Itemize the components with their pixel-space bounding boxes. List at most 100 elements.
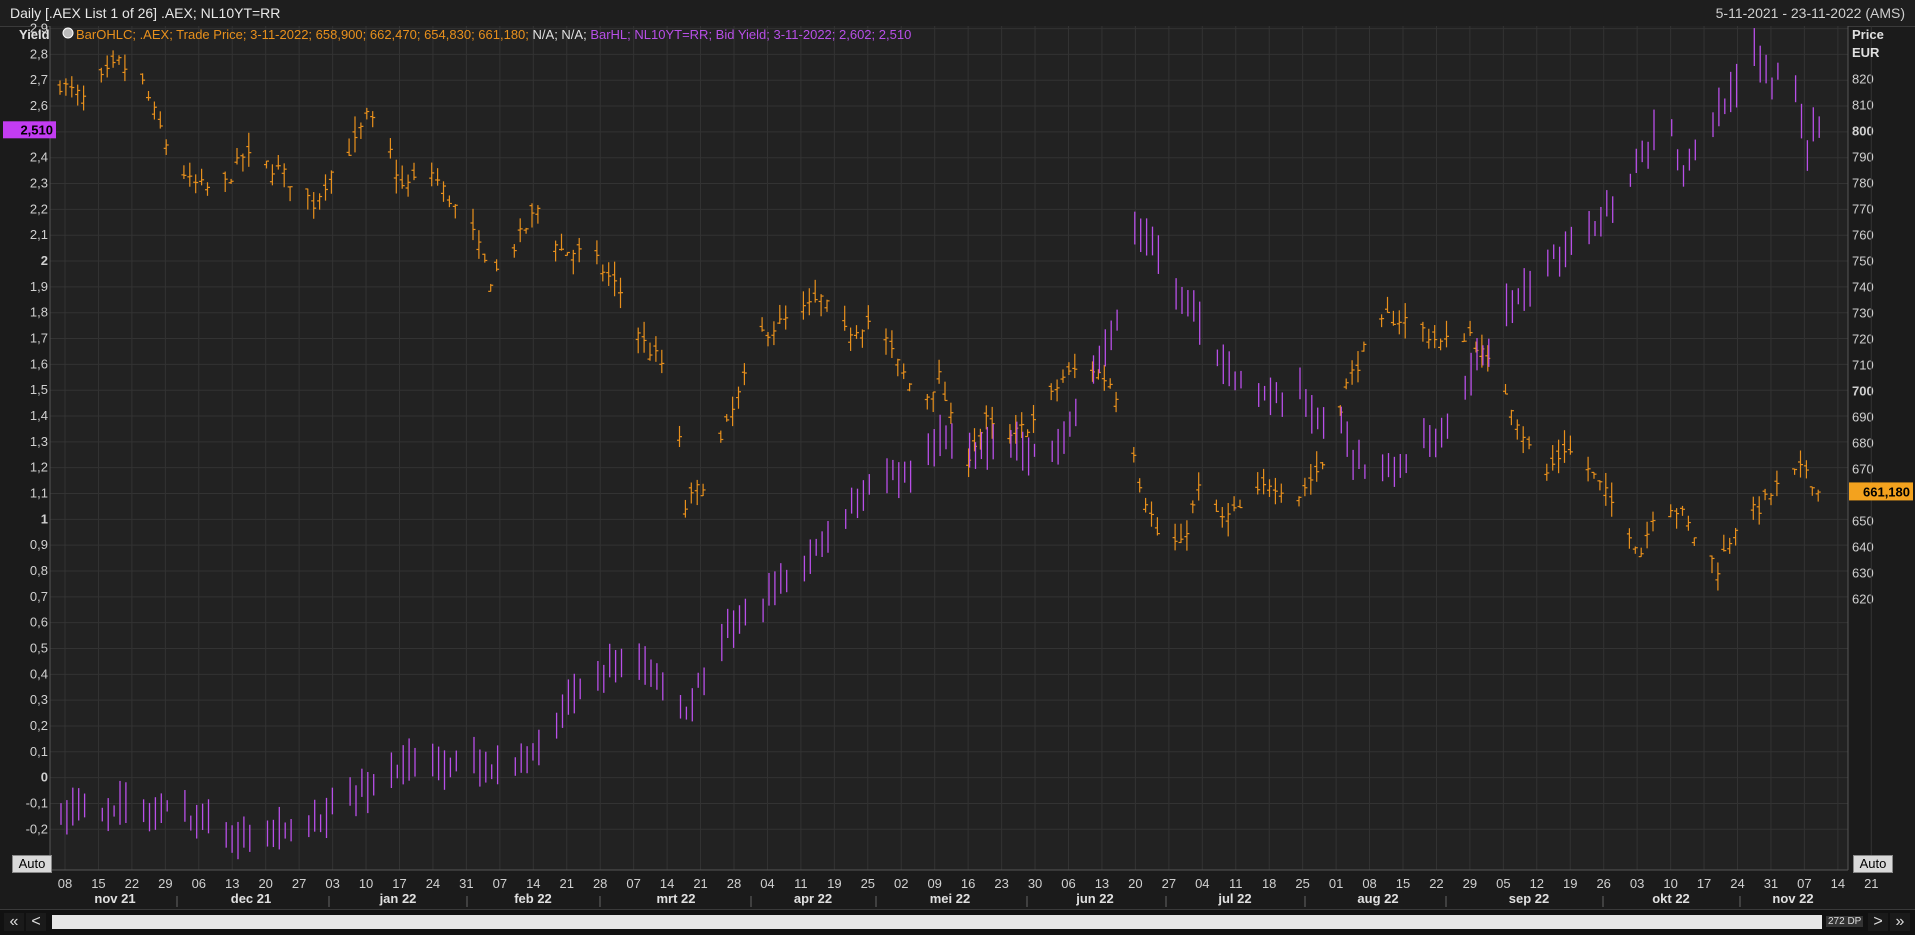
x-tick-label: 23 [994,876,1008,891]
price-yield-chart[interactable]: 2,92,82,72,62,52,42,32,22,121,91,81,71,6… [0,0,1915,909]
y2-tick-label: 680 [1852,436,1874,451]
x-tick-label: 06 [192,876,206,891]
x-tick-label: 07 [493,876,507,891]
y-tick-label: 2,3 [30,176,48,191]
y2-tick-label: 750 [1852,254,1874,269]
scroll-track[interactable] [52,915,1822,929]
time-scrollbar[interactable]: « < 272 DP > » [0,909,1915,935]
legend-ohlc: BarOHLC; .AEX; Trade Price; 3-11-2022; 6… [76,27,529,42]
x-tick-label: 03 [325,876,339,891]
ohlc-bar [576,237,582,263]
y-tick-label: 0,9 [30,537,48,552]
ohlc-bar [1361,341,1367,352]
ohlc-bar [948,402,954,424]
y2-tick-label: 760 [1852,228,1874,243]
x-tick-label: 01 [1329,876,1343,891]
chart-title: Daily [.AEX List 1 of 26] .AEX; NL10YT=R… [10,5,281,21]
date-range: 5-11-2021 - 23-11-2022 (AMS) [1715,5,1905,21]
ohlc-bar [387,138,393,159]
y2-tick-label: 800 [1852,124,1874,139]
ohlc-bar [1680,505,1685,516]
ohlc-bar [1137,478,1143,493]
ohlc-bar [983,405,989,430]
x-tick-label: 14 [526,876,540,891]
scroll-next-button[interactable]: > [1868,913,1888,931]
ohlc-bar [523,227,529,234]
svg-text:661,180: 661,180 [1863,484,1910,499]
ohlc-bar [865,305,871,330]
y2-tick-label: 740 [1852,280,1874,295]
ohlc-bar [1355,351,1361,383]
y-tick-label: 1,3 [30,434,48,449]
ohlc-bar [281,163,287,188]
ohlc-bar [1715,562,1721,591]
y-tick-label: 1,4 [30,408,48,423]
ohlc-bar [1272,477,1278,505]
x-month-label: aug 22 [1357,891,1398,906]
y-tick-label: 2,8 [30,46,48,61]
ohlc-bar [1025,429,1031,438]
y2-tick-label: 700 [1852,384,1874,399]
x-tick-label: 09 [927,876,941,891]
scroll-prev-button[interactable]: < [26,913,46,931]
ohlc-bar [352,116,358,153]
ohlc-bar [1402,303,1408,339]
ohlc-bar [116,55,122,65]
legend-hl: BarHL; NL10YT=RR; Bid Yield; 3-11-2022; … [587,27,912,42]
ohlc-bar [1349,360,1355,385]
ohlc-bar [246,132,252,167]
y2-tick-label: 640 [1852,540,1874,555]
ohlc-bar [1278,483,1284,503]
x-tick-label: 24 [1730,876,1744,891]
x-tick-label: 17 [392,876,406,891]
ohlc-bar [122,54,128,82]
ohlc-bar [682,499,688,518]
ohlc-bar [1019,412,1025,439]
ohlc-bar [901,363,907,380]
left-axis-title: Yield [19,27,50,42]
y2-tick-label: 650 [1852,514,1874,529]
x-tick-label: 17 [1697,876,1711,891]
x-month-label: mei 22 [930,891,970,906]
x-tick-label: 10 [359,876,373,891]
x-tick-label: 29 [158,876,172,891]
x-tick-label: 07 [626,876,640,891]
scroll-first-button[interactable]: « [4,913,24,931]
x-tick-label: 22 [1429,876,1443,891]
scroll-last-button[interactable]: » [1890,913,1910,931]
ohlc-bar [1461,333,1467,343]
left-value-badge: 2,510 [3,121,56,139]
x-tick-label: 11 [1229,876,1243,891]
x-tick-label: 28 [593,876,607,891]
x-tick-label: 24 [426,876,440,891]
x-tick-label: 04 [1195,876,1209,891]
legend-clock-icon [62,27,74,39]
x-axis: 08 15 22 29 06 13 20 27 03 10 17 24 31 07 14 21 28 07 14 21… [58,876,1879,906]
ohlc-bar [1650,511,1656,532]
ohlc-bar [411,162,417,181]
auto-scale-left-button[interactable]: Auto [12,855,52,873]
x-tick-label: 21 [1864,876,1878,891]
ohlc-bar [222,171,228,192]
y2-tick-label: 730 [1852,306,1874,321]
ohlc-bar [806,288,812,316]
ohlc-bar [264,160,269,169]
ohlc-bar [1585,456,1591,482]
ohlc-bar [181,165,187,180]
ohlc-bar [1444,320,1449,348]
ohlc-bar [69,76,75,98]
auto-scale-right-button[interactable]: Auto [1853,855,1893,873]
right-value-badge: 661,180 [1849,482,1913,501]
ohlc-bar [140,73,146,85]
series-yield-hl [60,28,1820,860]
ohlc-bar [311,192,317,219]
ohlc-bar [470,208,476,241]
ohlc-bar [1556,439,1562,474]
ohlc-bar [688,482,694,504]
ohlc-bar [405,174,411,197]
ohlc-bar [488,283,494,292]
ohlc-bar [1060,369,1066,383]
ohlc-bar [446,195,452,208]
ohlc-bar [1107,378,1113,389]
ohlc-bar [163,139,169,155]
